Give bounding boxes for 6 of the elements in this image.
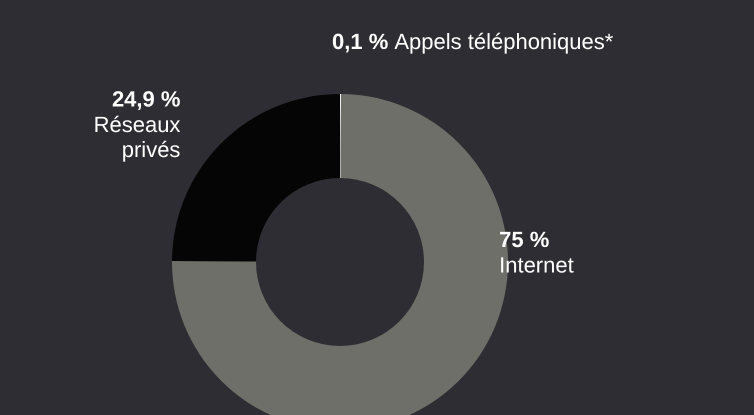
slice-label: Appels téléphoniques*: [394, 29, 614, 54]
data-label: 0,1 %: [332, 29, 394, 54]
data-label: 75 %: [499, 227, 550, 252]
data-label: 24,9 %: [112, 86, 180, 112]
slice-label: Réseaux privés: [94, 112, 180, 162]
slice-label: Internet: [499, 252, 574, 278]
